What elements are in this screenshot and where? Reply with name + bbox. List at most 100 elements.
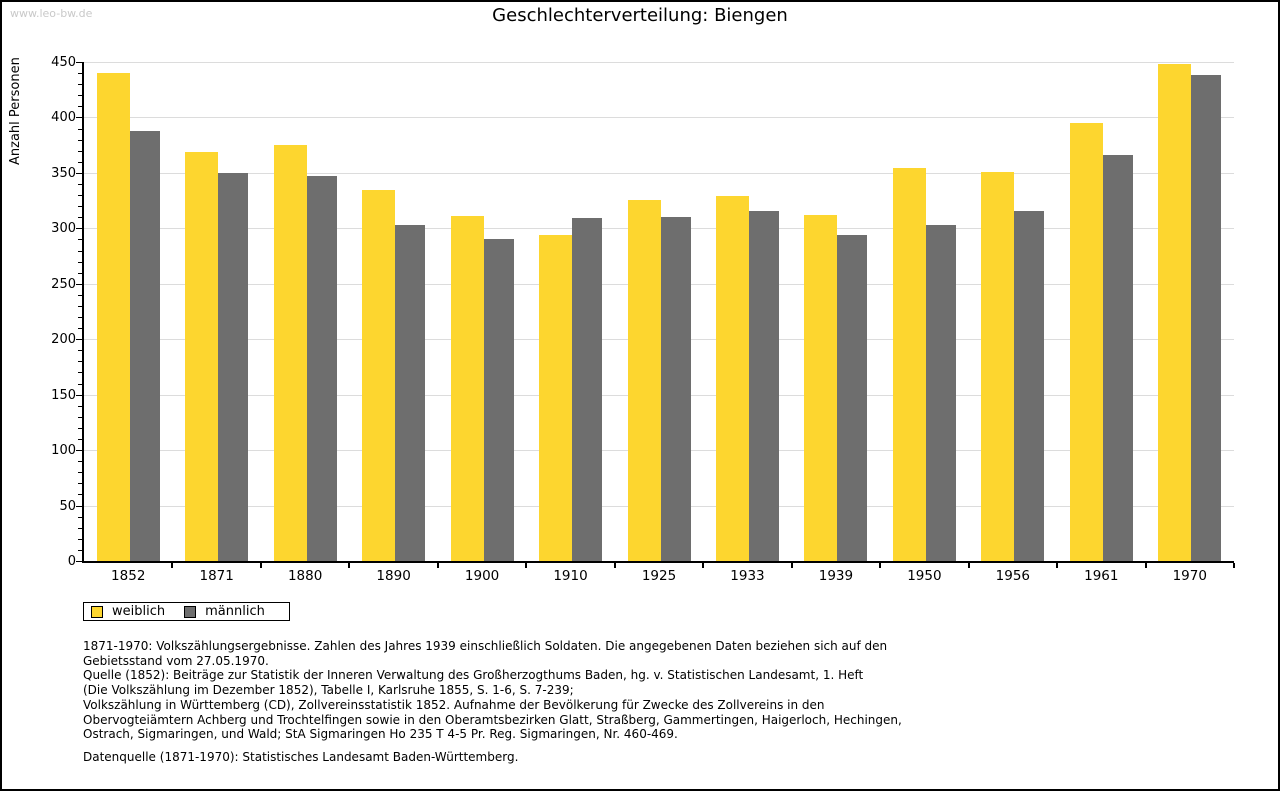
bar-weiblich-1871 (185, 151, 219, 561)
gridline-450 (84, 62, 1234, 63)
y-tick-210 (78, 328, 82, 330)
bar-weiblich-1852 (96, 73, 130, 561)
x-tick-1939 (879, 563, 882, 568)
y-tick-190 (78, 350, 82, 352)
y-tick-440 (78, 73, 82, 75)
y-tick-label-300: 300 (51, 221, 76, 237)
x-tick-1956 (1056, 563, 1059, 568)
bar-männlich-1925 (660, 217, 691, 561)
y-tick-110 (78, 439, 82, 441)
y-tick-360 (78, 161, 82, 163)
y-tick-label-200: 200 (51, 332, 76, 348)
bar-weiblich-1925 (627, 199, 661, 561)
x-tick-1970 (1233, 563, 1235, 568)
legend-label-maennlich: männlich (205, 604, 265, 619)
bar-männlich-1910 (572, 218, 603, 561)
x-tick-label-1880: 1880 (287, 568, 323, 584)
y-tick-450 (76, 62, 82, 63)
x-tick-1961 (1144, 563, 1147, 568)
bar-männlich-1961 (1102, 155, 1133, 561)
y-tick-0 (76, 561, 82, 562)
x-tick-label-1933: 1933 (730, 568, 765, 584)
bar-weiblich-1950 (892, 168, 926, 561)
footnote-line: Volkszählung in Württemberg (CD), Zollve… (83, 697, 825, 712)
footnote-line: Ostrach, Sigmaringen, und Wald; StA Sigm… (83, 727, 678, 742)
y-tick-label-0: 0 (67, 554, 76, 569)
y-tick-250 (76, 283, 82, 285)
y-tick-280 (78, 250, 82, 252)
bar-männlich-1956 (1014, 210, 1045, 561)
y-tick-50 (76, 505, 82, 507)
bar-männlich-1880 (306, 176, 337, 561)
footnotes: 1871-1970: Volkszählungsergebnisse. Zahl… (83, 639, 902, 765)
watermark: www.leo-bw.de (10, 7, 93, 20)
y-tick-200 (76, 339, 82, 341)
y-tick-label-100: 100 (51, 443, 76, 459)
gridline-350 (84, 172, 1234, 174)
x-tick-1852 (171, 563, 174, 568)
x-tick-label-1871: 1871 (199, 568, 234, 584)
bar-männlich-1871 (218, 172, 249, 561)
y-tick-180 (78, 361, 82, 363)
x-tick-1890 (436, 563, 439, 568)
y-tick-label-450: 450 (51, 55, 76, 70)
y-tick-90 (78, 461, 82, 463)
y-tick-410 (78, 106, 82, 108)
y-tick-350 (76, 172, 82, 174)
x-tick-1910 (613, 563, 616, 568)
x-tick-1925 (702, 563, 705, 568)
x-tick-label-1910: 1910 (553, 568, 588, 584)
x-tick-1871 (259, 563, 262, 568)
datasource-line: Datenquelle (1871-1970): Statistisches L… (83, 749, 519, 764)
y-tick-430 (78, 84, 82, 86)
y-tick-290 (78, 239, 82, 241)
bar-weiblich-1956 (981, 171, 1015, 561)
x-tick-label-1890: 1890 (376, 568, 411, 584)
y-tick-420 (78, 95, 82, 97)
bar-weiblich-1939 (804, 215, 838, 561)
bar-männlich-1852 (129, 130, 160, 561)
y-tick-140 (78, 405, 82, 407)
y-tick-220 (78, 317, 82, 319)
y-tick-160 (78, 383, 82, 385)
y-tick-380 (78, 139, 82, 141)
y-tick-330 (78, 195, 82, 197)
y-tick-100 (76, 450, 82, 452)
bar-männlich-1970 (1191, 75, 1222, 561)
chart-title: Geschlechterverteilung: Biengen (492, 5, 788, 26)
y-tick-20 (78, 538, 82, 540)
x-tick-1900 (525, 563, 528, 568)
y-tick-label-50: 50 (59, 498, 76, 514)
y-tick-label-150: 150 (51, 387, 76, 403)
x-tick-label-1900: 1900 (464, 568, 500, 584)
y-tick-260 (78, 272, 82, 274)
footnote-line: 1871-1970: Volkszählungsergebnisse. Zahl… (83, 639, 888, 653)
bar-weiblich-1970 (1158, 64, 1192, 561)
bar-weiblich-1900 (450, 216, 484, 561)
y-tick-40 (78, 516, 82, 518)
y-tick-label-400: 400 (51, 110, 76, 126)
x-tick-label-1970: 1970 (1172, 568, 1207, 584)
y-tick-390 (78, 128, 82, 130)
x-tick-1950 (967, 563, 970, 568)
y-axis-label: Anzahl Personen (8, 57, 23, 165)
legend-swatch-weiblich (91, 605, 103, 618)
bar-männlich-1950 (925, 225, 956, 561)
y-tick-310 (78, 217, 82, 219)
y-tick-320 (78, 206, 82, 208)
x-tick-label-1939: 1939 (818, 568, 854, 584)
y-tick-60 (78, 494, 82, 496)
y-tick-400 (76, 117, 82, 119)
bar-weiblich-1880 (273, 145, 307, 561)
y-tick-30 (78, 527, 82, 529)
y-tick-370 (78, 150, 82, 152)
gridline-400 (84, 117, 1234, 119)
x-tick-label-1961: 1961 (1084, 568, 1119, 584)
footnote-line: Gebietsstand vom 27.05.1970. (83, 653, 269, 668)
y-tick-80 (78, 472, 82, 474)
legend: weiblich männlich (83, 602, 290, 621)
legend-swatch-maennlich (184, 605, 197, 618)
x-tick-label-1956: 1956 (995, 568, 1031, 584)
x-tick-label-1925: 1925 (641, 568, 677, 584)
